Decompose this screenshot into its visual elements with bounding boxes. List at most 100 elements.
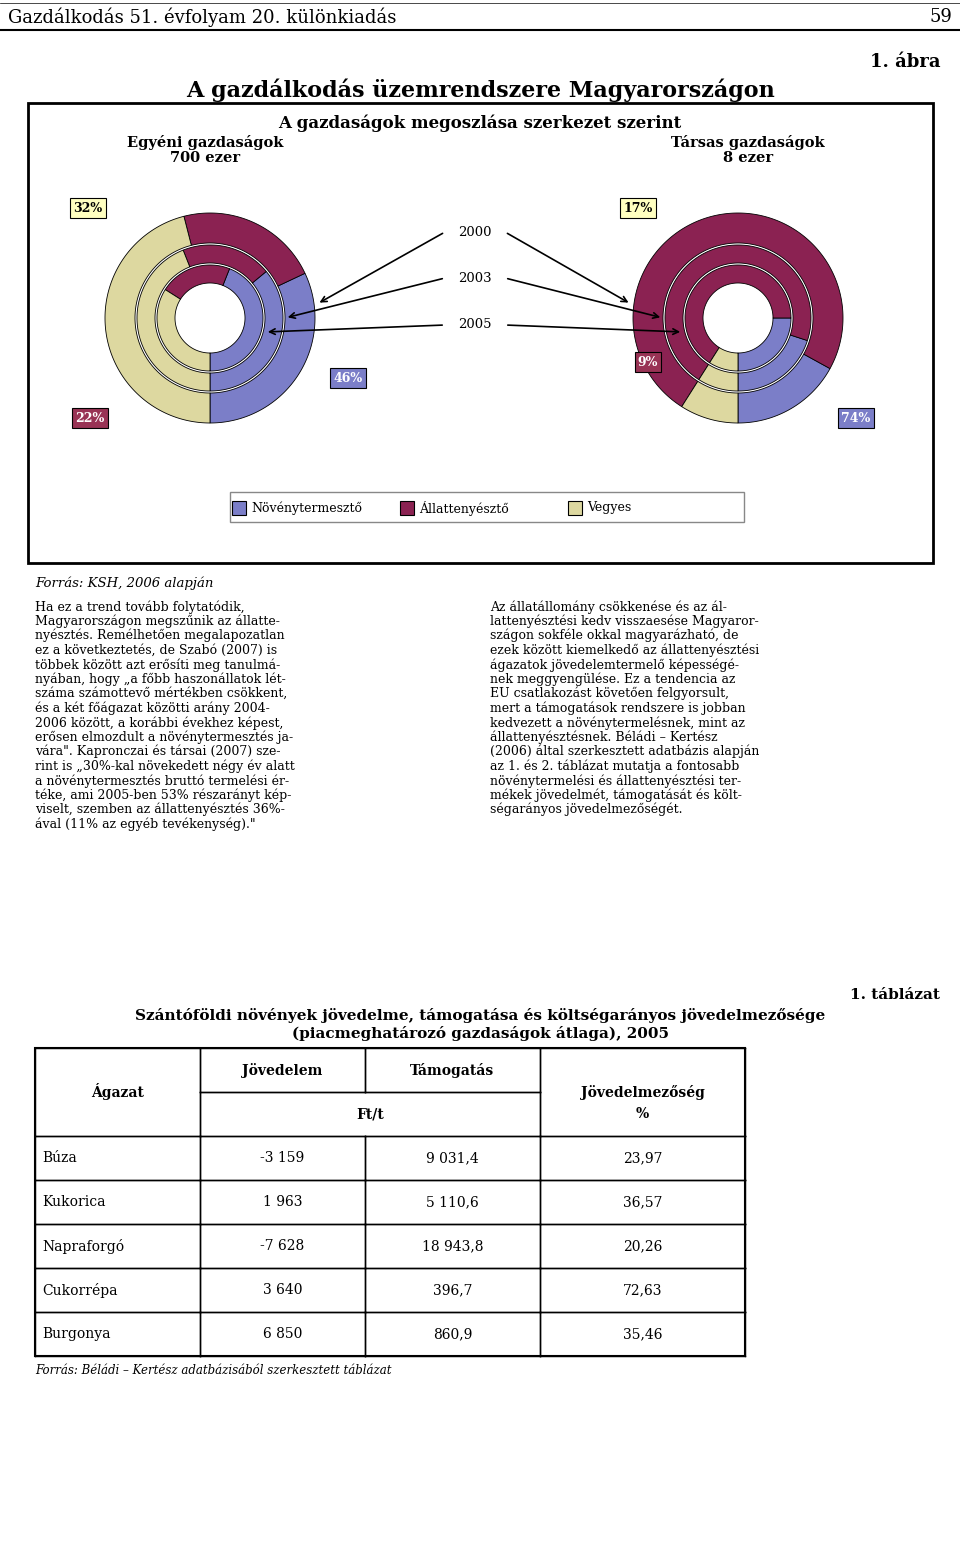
Text: Ágazat: Ágazat [91, 1083, 144, 1100]
Text: 5 110,6: 5 110,6 [426, 1195, 479, 1209]
Text: ágazatok jövedelemtermelő képességé-: ágazatok jövedelemtermelő képességé- [490, 657, 739, 671]
Bar [28, 103, 933, 563]
Text: 2005: 2005 [458, 319, 492, 331]
Polygon shape [738, 319, 791, 371]
Text: 3 640: 3 640 [263, 1284, 302, 1298]
Polygon shape [665, 246, 811, 379]
Text: 32%: 32% [73, 202, 103, 214]
Text: (2006) által szerkesztett adatbázis alapján: (2006) által szerkesztett adatbázis alap… [490, 744, 759, 758]
Text: Forrás: KSH, 2006 alapján: Forrás: KSH, 2006 alapján [35, 577, 213, 589]
Text: 72,63: 72,63 [623, 1284, 662, 1298]
Text: A gazdálkodás üzemrendszere Magyarországon: A gazdálkodás üzemrendszere Magyarország… [185, 78, 775, 101]
Text: Az állatállomány csökkenése és az ál-: Az állatállomány csökkenése és az ál- [490, 600, 727, 614]
Polygon shape [165, 266, 229, 300]
Polygon shape [137, 250, 210, 392]
Text: ezek között kiemelkedő az állattenyésztési: ezek között kiemelkedő az állattenyészté… [490, 643, 759, 657]
Text: vára". Kapronczai és társai (2007) sze-: vára". Kapronczai és társai (2007) sze- [35, 744, 280, 758]
Text: 2006 között, a korábbi évekhez képest,: 2006 között, a korábbi évekhez képest, [35, 716, 283, 729]
Polygon shape [210, 272, 283, 392]
Polygon shape [699, 365, 738, 392]
Text: 22%: 22% [76, 412, 105, 424]
Text: 1 963: 1 963 [263, 1195, 302, 1209]
Text: 9%: 9% [637, 356, 659, 368]
Text: nek meggyengülése. Ez a tendencia az: nek meggyengülése. Ez a tendencia az [490, 673, 735, 685]
Text: Növénytermesztő: Növénytermesztő [251, 502, 362, 514]
Text: mékek jövedelmét, támogatását és költ-: mékek jövedelmét, támogatását és költ- [490, 788, 742, 802]
Polygon shape [633, 213, 843, 407]
Polygon shape [210, 269, 263, 371]
Text: lattenyésztési kedv visszaesése Magyaror-: lattenyésztési kedv visszaesése Magyaror… [490, 614, 758, 628]
Text: 9 031,4: 9 031,4 [426, 1152, 479, 1166]
Bar [230, 493, 744, 522]
Text: Búza: Búza [42, 1152, 77, 1166]
Text: 1. táblázat: 1. táblázat [851, 988, 940, 1002]
Text: Szántóföldi növények jövedelme, támogatása és költségarányos jövedelmezősége: Szántóföldi növények jövedelme, támogatá… [134, 1009, 826, 1023]
Text: Támogatás: Támogatás [410, 1063, 494, 1077]
Text: 20,26: 20,26 [623, 1239, 662, 1253]
Text: és a két főágazat közötti arány 2004-: és a két főágazat közötti arány 2004- [35, 701, 270, 715]
Text: 36,57: 36,57 [623, 1195, 662, 1209]
Text: 59: 59 [929, 8, 952, 26]
Text: 17%: 17% [623, 202, 653, 214]
Text: -3 159: -3 159 [260, 1152, 304, 1166]
Text: -7 628: -7 628 [260, 1239, 304, 1253]
Text: ez a következtetés, de Szabó (2007) is: ez a következtetés, de Szabó (2007) is [35, 643, 277, 656]
Polygon shape [210, 274, 315, 423]
Text: száma számottevő mértékben csökkent,: száma számottevő mértékben csökkent, [35, 687, 287, 699]
Polygon shape [738, 354, 830, 423]
Bar [400, 500, 414, 514]
Text: Napraforgó: Napraforgó [42, 1239, 124, 1254]
Polygon shape [105, 216, 210, 423]
Text: szágon sokféle okkal magyarázható, de: szágon sokféle okkal magyarázható, de [490, 629, 738, 642]
Text: állattenyésztésnek. Béládi – Kertész: állattenyésztésnek. Béládi – Kertész [490, 730, 718, 744]
Text: ával (11% az egyéb tevékenység).": ával (11% az egyéb tevékenység)." [35, 817, 255, 831]
Text: viselt, szemben az állattenyésztés 36%-: viselt, szemben az állattenyésztés 36%- [35, 803, 285, 816]
Text: 700 ezer: 700 ezer [170, 151, 240, 165]
Text: 6 850: 6 850 [263, 1327, 302, 1341]
Text: Jövedelmezőség: Jövedelmezőség [581, 1085, 705, 1100]
Text: 35,46: 35,46 [623, 1327, 662, 1341]
Text: a növénytermesztés bruttó termelési ér-: a növénytermesztés bruttó termelési ér- [35, 774, 289, 788]
Polygon shape [183, 246, 266, 283]
Text: Társas gazdaságok: Társas gazdaságok [671, 135, 825, 149]
Text: erősen elmozdult a növénytermesztés ja-: erősen elmozdult a növénytermesztés ja- [35, 730, 293, 744]
Text: 18 943,8: 18 943,8 [421, 1239, 483, 1253]
Polygon shape [685, 266, 791, 362]
Text: %: % [636, 1106, 649, 1120]
Polygon shape [184, 213, 305, 286]
Polygon shape [157, 289, 210, 371]
Text: az 1. és 2. táblázat mutatja a fontosabb: az 1. és 2. táblázat mutatja a fontosabb [490, 760, 739, 772]
Polygon shape [682, 381, 738, 423]
Text: EU csatlakozást követően felgyorsult,: EU csatlakozást követően felgyorsult, [490, 687, 729, 701]
Text: Magyarországon megszűnik az állatte-: Magyarországon megszűnik az állatte- [35, 614, 280, 628]
Text: 2003: 2003 [458, 272, 492, 284]
Text: Ha ez a trend tovább folytatódik,: Ha ez a trend tovább folytatódik, [35, 600, 245, 614]
Text: téke, ami 2005-ben 53% részarányt kép-: téke, ami 2005-ben 53% részarányt kép- [35, 788, 292, 802]
Text: 396,7: 396,7 [433, 1284, 472, 1298]
Text: Vegyes: Vegyes [587, 502, 632, 514]
Bar [35, 1047, 745, 1357]
Text: (piacmeghatározó gazdaságok átlaga), 2005: (piacmeghatározó gazdaságok átlaga), 200… [292, 1026, 668, 1041]
Text: Ft/t: Ft/t [356, 1106, 384, 1120]
Text: kedvezett a növénytermelésnek, mint az: kedvezett a növénytermelésnek, mint az [490, 716, 745, 729]
Text: 74%: 74% [841, 412, 871, 424]
Text: Burgonya: Burgonya [42, 1327, 110, 1341]
Bar [232, 500, 246, 514]
Text: nyésztés. Remélhetően megalapozatlan: nyésztés. Remélhetően megalapozatlan [35, 629, 284, 642]
Bar [568, 500, 582, 514]
Text: növénytermelési és állattenyésztési ter-: növénytermelési és állattenyésztési ter- [490, 774, 741, 788]
Text: 23,97: 23,97 [623, 1152, 662, 1166]
Text: Cukorrépa: Cukorrépa [42, 1282, 117, 1298]
Text: 8 ezer: 8 ezer [723, 151, 773, 165]
Text: rint is „30%-kal növekedett négy év alatt: rint is „30%-kal növekedett négy év alat… [35, 760, 295, 772]
Text: ségarányos jövedelmezőségét.: ségarányos jövedelmezőségét. [490, 803, 683, 816]
Text: 2000: 2000 [458, 225, 492, 238]
Text: többek között azt erősíti meg tanulmá-: többek között azt erősíti meg tanulmá- [35, 657, 280, 671]
Text: mert a támogatások rendszere is jobban: mert a támogatások rendszere is jobban [490, 701, 746, 715]
Text: Állattenyésztő: Állattenyésztő [419, 500, 509, 516]
Text: 1. ábra: 1. ábra [870, 53, 940, 71]
Text: A gazdaságok megoszlása szerkezet szerint: A gazdaságok megoszlása szerkezet szerin… [278, 115, 682, 132]
Text: Forrás: Béládi – Kertész adatbázisából szerkesztett táblázat: Forrás: Béládi – Kertész adatbázisából s… [35, 1364, 392, 1377]
Text: Gazdálkodás 51. évfolyam 20. különkiadás: Gazdálkodás 51. évfolyam 20. különkiadás [8, 8, 396, 26]
Text: 860,9: 860,9 [433, 1327, 472, 1341]
